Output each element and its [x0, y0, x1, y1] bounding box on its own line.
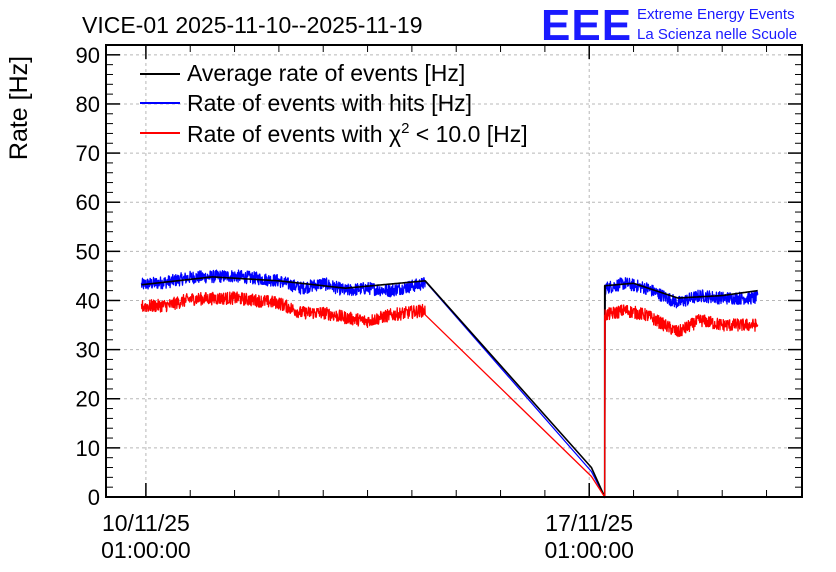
x-tick-date-0: 10/11/25 — [102, 510, 190, 536]
series-line-0 — [141, 276, 759, 498]
x-tick-time-0: 01:00:00 — [101, 537, 191, 563]
legend-label-chi2: Rate of events with χ2 < 10.0 [Hz] — [187, 120, 528, 147]
axes — [105, 44, 803, 498]
series-layer — [140, 269, 759, 499]
x-tick-time-1: 01:00:00 — [544, 537, 634, 563]
y-tick-label-90: 90 — [76, 43, 100, 68]
series-line-2 — [140, 291, 759, 498]
y-tick-label-60: 60 — [76, 190, 100, 215]
series-line-1 — [140, 269, 759, 499]
y-tick-label-40: 40 — [76, 288, 100, 313]
eee-logo-line2: La Scienza nelle Scuole — [637, 26, 797, 43]
y-tick-label-30: 30 — [76, 338, 100, 363]
y-tick-labels: 0 10 20 30 40 50 60 70 80 90 — [76, 43, 100, 510]
y-tick-label-20: 20 — [76, 387, 100, 412]
eee-logo: EEE Extreme Energy Events La Scienza nel… — [541, 1, 797, 50]
legend-label-average: Average rate of events [Hz] — [187, 60, 465, 86]
chart-title: VICE-01 2025-11-10--2025-11-19 — [82, 12, 423, 38]
legend-label-hits: Rate of events with hits [Hz] — [187, 90, 472, 116]
y-tick-label-70: 70 — [76, 141, 100, 166]
y-tick-label-80: 80 — [76, 92, 100, 117]
y-tick-label-0: 0 — [88, 485, 100, 510]
plot-frame — [105, 44, 803, 498]
eee-logo-mark: EEE — [541, 1, 632, 50]
x-tick-date-1: 17/11/25 — [545, 510, 633, 536]
eee-logo-line1: Extreme Energy Events — [637, 6, 795, 23]
legend: Average rate of events [Hz] Rate of even… — [140, 60, 528, 147]
y-tick-label-50: 50 — [76, 239, 100, 264]
y-axis-label: Rate [Hz] — [5, 56, 33, 160]
y-tick-label-10: 10 — [76, 436, 100, 461]
